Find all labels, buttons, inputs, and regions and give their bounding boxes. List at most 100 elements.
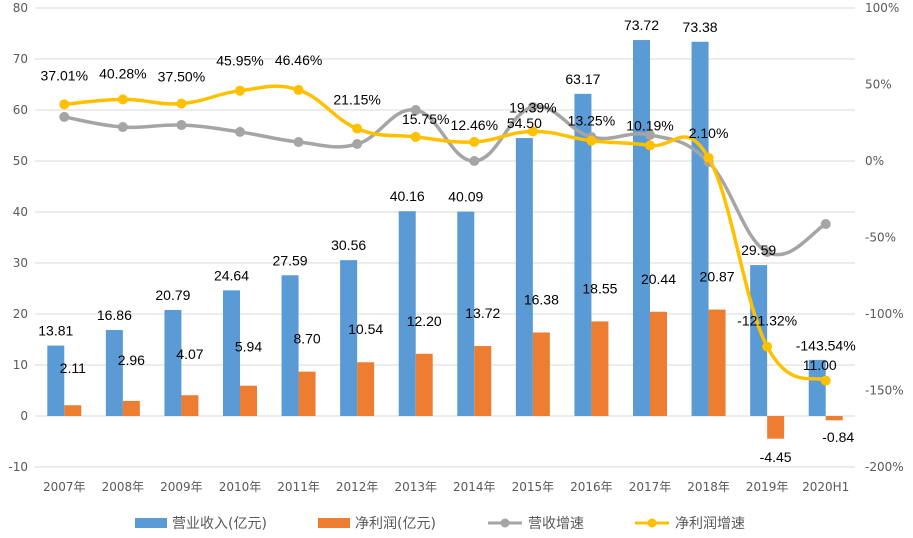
profit-label: 13.72 <box>465 305 500 321</box>
revenue-label: 27.59 <box>273 252 308 268</box>
x-tick-label: 2015年 <box>512 480 555 494</box>
legend-marker <box>647 518 657 528</box>
revenue-growth-point <box>293 137 304 148</box>
x-tick-label: 2010年 <box>219 480 262 494</box>
profit-bar <box>181 395 199 416</box>
revenue-bar <box>398 211 416 416</box>
revenue-label: 16.86 <box>97 307 132 323</box>
revenue-label: 13.81 <box>38 323 73 339</box>
right-tick-label: 100% <box>865 1 899 15</box>
legend: 营业收入(亿元) 净利润(亿元) 营收增速 净利润增速 <box>135 516 745 532</box>
profit-growth-point <box>176 98 187 109</box>
profit-growth-label: 46.46% <box>275 52 322 68</box>
legend-marker <box>500 518 510 528</box>
profit-bar <box>532 332 550 416</box>
profit-bar <box>650 311 667 416</box>
profit-growth-point <box>59 99 70 110</box>
profit-bar <box>474 346 492 416</box>
x-tick-label: 2014年 <box>453 480 496 494</box>
profit-growth-point <box>820 375 831 386</box>
profit-label: 18.55 <box>582 280 617 296</box>
revenue-bar <box>340 260 358 416</box>
profit-growth-point <box>117 94 128 105</box>
profit-growth-label: 2.10% <box>689 125 729 141</box>
revenue-bar <box>633 40 650 416</box>
left-tick-label: 30 <box>13 256 28 270</box>
revenue-growth-point <box>117 122 128 133</box>
profit-bar <box>357 362 375 416</box>
x-tick-label: 2012年 <box>336 480 379 494</box>
profit-growth-label: 45.95% <box>216 53 263 69</box>
revenue-label: 63.17 <box>565 71 600 87</box>
x-tick-label: 2011年 <box>277 480 320 494</box>
x-tick-label: 2016年 <box>570 480 613 494</box>
profit-growth-label: 21.15% <box>333 92 380 108</box>
profit-bar <box>767 416 785 439</box>
x-tick-label: 2018年 <box>687 480 730 494</box>
profit-label: 12.20 <box>407 313 442 329</box>
x-tick-label: 2008年 <box>102 480 145 494</box>
right-tick-label: -150% <box>865 384 904 398</box>
left-tick-label: 10 <box>13 358 28 372</box>
profit-bar <box>708 309 726 416</box>
profit-growth-point <box>586 135 597 146</box>
profit-label: 20.44 <box>641 271 676 287</box>
left-tick-label: 70 <box>13 52 28 66</box>
revenue-growth-point <box>235 126 245 137</box>
revenue-growth-point <box>527 101 538 112</box>
revenue-bar <box>457 211 475 416</box>
x-tick-label: 2007年 <box>43 480 86 494</box>
bars <box>47 40 843 439</box>
revenue-growth-point <box>762 247 773 258</box>
x-tick-label: 2017年 <box>629 480 672 494</box>
x-tick-label: 2009年 <box>160 480 203 494</box>
profit-growth-point <box>469 136 480 147</box>
profit-growth-point <box>527 126 538 137</box>
left-tick-label: 50 <box>13 154 28 168</box>
left-tick-label: 40 <box>13 205 28 219</box>
left-tick-label: -10 <box>8 460 28 474</box>
left-tick-label: 0 <box>20 409 28 423</box>
profit-growth-label: 12.46% <box>451 117 498 133</box>
profit-bar <box>825 416 843 421</box>
profit-bar <box>64 405 82 416</box>
profit-label: -4.45 <box>760 449 792 465</box>
revenue-label: 73.72 <box>624 17 659 33</box>
profit-growth-label: 13.25% <box>568 113 615 129</box>
profit-growth-point <box>352 123 363 134</box>
profit-growth-point <box>762 341 773 352</box>
profit-label: 16.38 <box>524 291 559 307</box>
profit-label: 2.11 <box>60 360 86 376</box>
profit-growth-label: -143.54% <box>796 338 856 354</box>
profit-label: -0.84 <box>822 429 854 445</box>
profit-bar <box>591 321 609 416</box>
legend-label: 营收增速 <box>528 516 584 532</box>
lines <box>59 84 831 386</box>
revenue-label: 54.50 <box>507 115 542 131</box>
revenue-label: 20.79 <box>155 287 190 303</box>
profit-growth-label: 10.19% <box>626 117 673 133</box>
revenue-bar <box>223 290 240 416</box>
profit-growth-point <box>703 152 714 163</box>
data-labels: 13.81 2.11 16.86 2.96 20.79 4.07 24.64 5.94 27.5… <box>38 17 855 465</box>
profit-growth-label: 37.50% <box>158 69 205 85</box>
profit-growth-point <box>293 84 304 95</box>
revenue-label: 29.59 <box>741 242 776 258</box>
x-tick-label: 2019年 <box>746 480 789 494</box>
profit-growth-point <box>645 140 655 151</box>
revenue-bar <box>47 345 65 416</box>
revenue-growth-point <box>59 111 70 122</box>
right-axis-ticks: 100% 50% 0% -50% -100% -150% -200% <box>865 1 904 474</box>
revenue-bar <box>281 275 299 416</box>
profit-growth-label: 19.39% <box>509 99 556 115</box>
legend-label: 净利润(亿元) <box>355 516 436 532</box>
legend-swatch <box>318 518 350 528</box>
revenue-label: 40.16 <box>390 188 425 204</box>
profit-bar <box>122 400 140 416</box>
revenue-label: 40.09 <box>448 189 483 205</box>
right-tick-label: -200% <box>865 460 904 474</box>
revenue-label: 73.38 <box>683 19 718 35</box>
profit-growth-label: 40.28% <box>99 65 146 81</box>
profit-growth-label: -121.32% <box>737 313 797 329</box>
revenue-bar <box>808 359 826 416</box>
